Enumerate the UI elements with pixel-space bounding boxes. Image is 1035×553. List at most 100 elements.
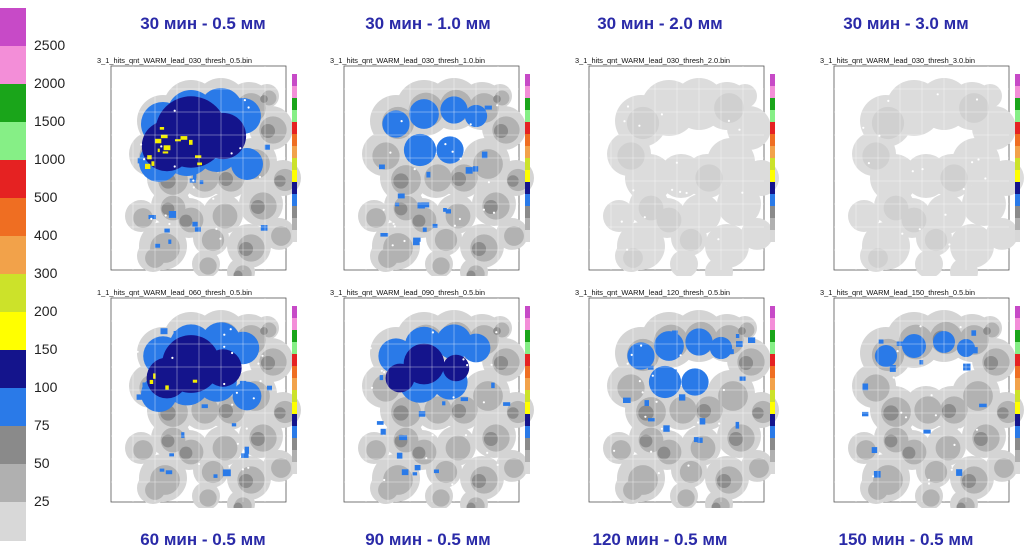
coverage-blob <box>432 489 450 507</box>
precipitation-map <box>110 65 301 276</box>
station-dot <box>741 191 744 194</box>
mini-colorbar-swatch <box>770 98 775 110</box>
coverage-blob <box>366 440 386 460</box>
station-dot <box>257 362 260 365</box>
intensity-speckle <box>445 209 451 214</box>
intensity-blob <box>436 136 464 164</box>
station-dot <box>867 162 870 165</box>
coverage-blob <box>483 431 499 447</box>
intensity-speckle <box>433 469 439 474</box>
station-dot <box>657 472 660 475</box>
station-dot <box>247 466 250 469</box>
intensity-speckle <box>149 379 154 384</box>
mini-colorbar-swatch <box>525 390 530 402</box>
station-dot <box>198 462 201 466</box>
station-dot <box>482 208 485 211</box>
coverage-blob <box>716 473 732 489</box>
coverage-blob <box>445 203 471 229</box>
mini-colorbar-swatch <box>292 450 297 462</box>
intensity-speckle <box>397 193 405 199</box>
station-dot <box>927 478 931 481</box>
legend-swatch <box>0 426 26 465</box>
intensity-speckle <box>180 136 188 140</box>
coverage-blob <box>434 228 458 252</box>
station-dot <box>451 483 454 486</box>
legend-swatch <box>0 84 26 123</box>
station-dot <box>173 165 176 168</box>
intensity-speckle <box>159 468 165 472</box>
mini-colorbar-swatch <box>525 366 530 378</box>
coverage-blob <box>191 396 219 424</box>
station-dot <box>904 416 908 419</box>
coverage-blob <box>238 241 254 257</box>
coverage-blob <box>233 502 243 508</box>
mini-colorbar-swatch <box>770 354 775 366</box>
intensity-speckle <box>195 155 202 158</box>
intensity-speckle <box>699 418 706 425</box>
intensity-speckle <box>159 127 165 130</box>
intensity-speckle <box>157 148 160 153</box>
station-dot <box>231 351 234 355</box>
coverage-blob <box>856 440 876 460</box>
station-dot <box>948 243 951 246</box>
station-dot <box>171 356 174 359</box>
legend-swatch <box>0 388 26 427</box>
station-dot <box>922 372 925 375</box>
mini-colorbar-swatch <box>770 158 775 170</box>
coverage-blob <box>471 473 487 489</box>
coverage-blob <box>914 396 942 424</box>
intensity-speckle <box>412 472 418 476</box>
coverage-blob <box>201 460 225 484</box>
precipitation-map <box>588 297 779 508</box>
coverage-blob <box>133 440 153 460</box>
legend-label: 50 <box>34 455 50 471</box>
coverage-blob <box>950 258 978 276</box>
coverage-blob <box>994 458 1014 478</box>
intensity-speckle <box>693 437 699 443</box>
intensity-speckle <box>160 328 168 335</box>
station-dot <box>862 126 865 129</box>
intensity-speckle <box>697 437 703 443</box>
intensity-speckle <box>168 239 172 244</box>
intensity-blob <box>232 381 262 411</box>
intensity-speckle <box>465 167 473 174</box>
coverage-blob <box>493 123 509 139</box>
mini-colorbar-swatch <box>525 306 530 318</box>
precipitation-map <box>588 65 779 276</box>
station-dot <box>655 400 658 403</box>
coverage-blob <box>212 203 238 229</box>
station-dot <box>223 382 226 386</box>
intensity-speckle <box>193 172 197 179</box>
mini-colorbar <box>770 306 775 474</box>
intensity-speckle <box>395 202 400 207</box>
mini-colorbar-swatch <box>1015 462 1020 474</box>
station-dot <box>487 181 490 184</box>
intensity-blob <box>403 133 437 167</box>
intensity-speckle <box>160 134 168 139</box>
mini-colorbar-swatch <box>292 462 297 474</box>
station-dot <box>697 421 700 424</box>
intensity-speckle <box>956 469 963 476</box>
station-dot <box>638 380 641 383</box>
intensity-speckle <box>648 418 655 422</box>
mini-colorbar <box>770 74 775 242</box>
mini-colorbar-swatch <box>770 438 775 450</box>
mini-colorbar-swatch <box>292 402 297 414</box>
mini-colorbar <box>1015 74 1020 242</box>
legend-swatch <box>0 236 26 275</box>
station-dot <box>722 388 725 392</box>
legend-label: 2500 <box>34 37 66 53</box>
station-dot <box>247 106 250 109</box>
mini-colorbar-swatch <box>292 86 297 98</box>
precipitation-map <box>833 65 1024 276</box>
station-dot <box>679 190 682 193</box>
station-dot <box>392 222 395 225</box>
station-dot <box>231 403 234 406</box>
mini-colorbar-swatch <box>525 342 530 354</box>
mini-colorbar-swatch <box>525 86 530 98</box>
intensity-speckle <box>246 337 252 343</box>
intensity-speckle <box>169 453 174 457</box>
intensity-speckle <box>460 397 468 402</box>
mini-colorbar-swatch <box>525 74 530 86</box>
mini-colorbar-swatch <box>292 218 297 230</box>
